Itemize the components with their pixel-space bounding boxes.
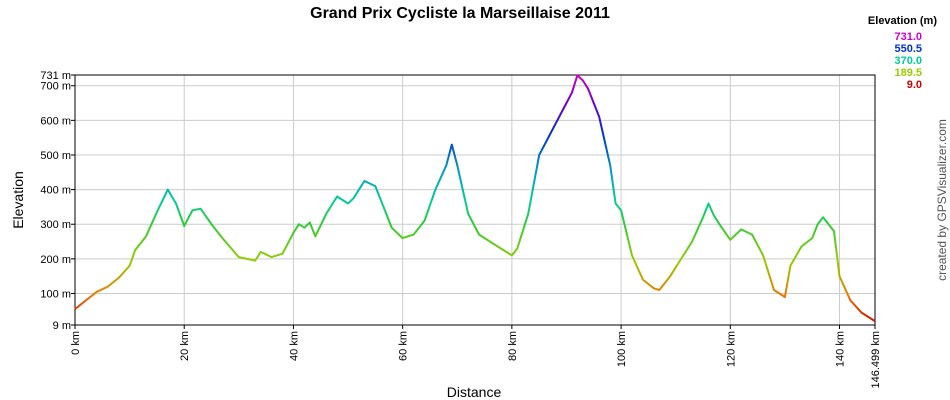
x-tick-label: 146.499 km — [870, 331, 882, 388]
y-tick-label: 200 m — [40, 254, 71, 266]
x-tick-label: 120 km — [725, 331, 737, 367]
plot-area-frame — [74, 74, 876, 326]
x-tick-label: 60 km — [398, 331, 410, 361]
legend-entry: 370.0 — [894, 55, 922, 67]
x-tick-label: 20 km — [179, 331, 191, 361]
legend-entry: 9.0 — [907, 79, 922, 91]
y-tick-label: 500 m — [40, 150, 71, 162]
elevation-line — [74, 74, 876, 323]
y-tick-label: 400 m — [40, 185, 71, 197]
x-tick-label: 0 km — [70, 331, 82, 355]
legend-entry: 731.0 — [894, 31, 922, 43]
x-axis: 0 km 20 km 40 km 60 km 80 km 100 km 120 km 140 … — [70, 325, 882, 388]
x-tick-label: 100 km — [616, 331, 628, 367]
y-axis: 9 m 100 m 200 m 300 m 400 m 500 m 600 m 700 m73… — [40, 70, 75, 332]
legend-entry: 189.5 — [894, 67, 922, 79]
legend-entry: 550.5 — [894, 43, 922, 55]
x-tick-label: 140 km — [835, 331, 847, 367]
chart-title: Grand Prix Cycliste la Marseillaise 2011 — [310, 5, 610, 22]
grid — [75, 75, 875, 325]
y-tick-label: 9 m — [53, 320, 71, 332]
y-axis-label: Elevation — [10, 171, 26, 229]
y-tick-label: 300 m — [40, 219, 71, 231]
x-tick-label: 80 km — [507, 331, 519, 361]
x-axis-label: Distance — [447, 384, 502, 400]
y-tick-label: 100 m — [40, 288, 71, 300]
y-tick-label: 600 m — [40, 115, 71, 127]
y-tick-label: 700 m — [40, 81, 71, 93]
credit-text: created by GPSVisualizer.com — [935, 119, 949, 281]
legend-title: Elevation (m) — [868, 15, 937, 27]
y-tick-label: 731 m — [40, 70, 71, 82]
x-tick-label: 40 km — [288, 331, 300, 361]
